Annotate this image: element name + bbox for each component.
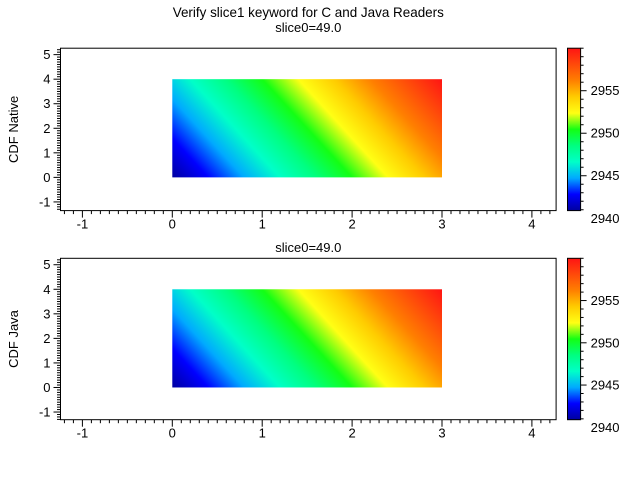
svg-text:3: 3	[43, 96, 50, 111]
svg-text:0: 0	[169, 217, 176, 232]
svg-text:-1: -1	[39, 405, 51, 420]
svg-text:5: 5	[43, 47, 50, 62]
svg-text:2940: 2940	[591, 211, 620, 226]
svg-text:1: 1	[259, 426, 266, 441]
svg-text:slice0=49.0: slice0=49.0	[275, 240, 341, 255]
svg-text:2: 2	[348, 217, 355, 232]
svg-text:0: 0	[43, 380, 50, 395]
svg-text:2950: 2950	[591, 335, 620, 350]
svg-text:2940: 2940	[591, 420, 620, 435]
svg-text:slice0=49.0: slice0=49.0	[275, 20, 341, 35]
svg-text:-1: -1	[77, 426, 89, 441]
svg-text:1: 1	[259, 217, 266, 232]
svg-text:3: 3	[43, 306, 50, 321]
svg-text:2945: 2945	[591, 378, 620, 393]
svg-text:3: 3	[438, 426, 445, 441]
svg-text:2955: 2955	[591, 83, 620, 98]
svg-text:1: 1	[43, 145, 50, 160]
svg-text:5: 5	[43, 257, 50, 272]
svg-text:2945: 2945	[591, 168, 620, 183]
svg-text:CDF Native: CDF Native	[6, 96, 21, 163]
svg-text:2955: 2955	[591, 293, 620, 308]
svg-text:3: 3	[438, 217, 445, 232]
svg-text:4: 4	[43, 282, 50, 297]
svg-text:0: 0	[169, 426, 176, 441]
svg-text:4: 4	[43, 72, 50, 87]
svg-text:1: 1	[43, 355, 50, 370]
svg-text:2950: 2950	[591, 126, 620, 141]
svg-text:4: 4	[528, 217, 535, 232]
svg-text:2: 2	[43, 331, 50, 346]
svg-text:-1: -1	[39, 194, 51, 209]
svg-text:CDF Java: CDF Java	[6, 309, 21, 368]
svg-text:Verify slice1 keyword for C an: Verify slice1 keyword for C and Java Rea…	[173, 5, 444, 20]
svg-text:4: 4	[528, 426, 535, 441]
svg-text:2: 2	[348, 426, 355, 441]
svg-text:2: 2	[43, 121, 50, 136]
svg-text:0: 0	[43, 170, 50, 185]
svg-text:-1: -1	[77, 217, 89, 232]
